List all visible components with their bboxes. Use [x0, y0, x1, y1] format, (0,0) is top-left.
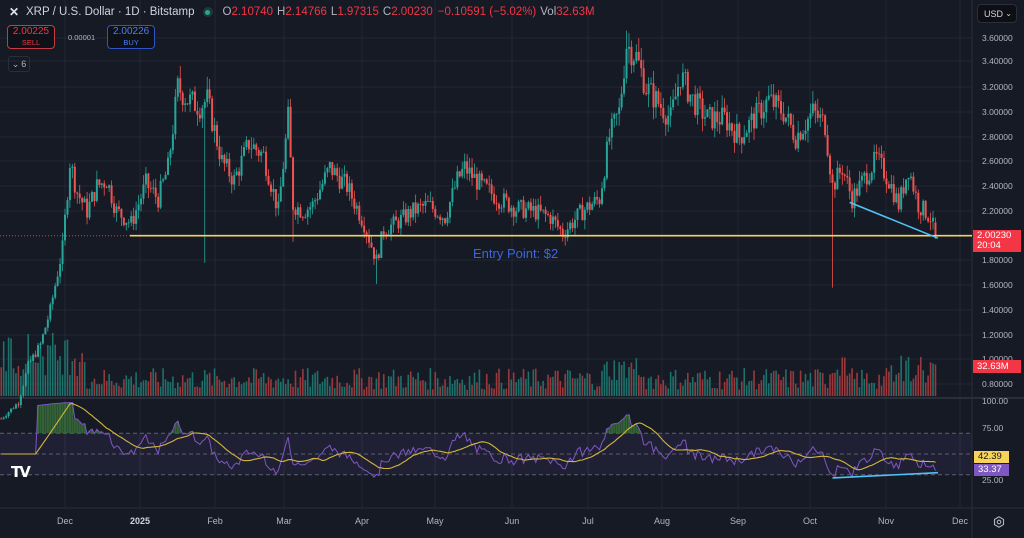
- rsi-axis-75: 75.00: [982, 423, 1004, 433]
- volume-tag: 32.63M: [973, 360, 1021, 373]
- market-status-icon: [202, 7, 213, 17]
- time-axis-label: Apr: [354, 516, 370, 526]
- rsi-axis-25: 25.00: [982, 475, 1004, 485]
- sell-button[interactable]: 2.00225 SELL: [7, 25, 55, 49]
- sell-price: 2.00225: [12, 25, 50, 37]
- tradingview-logo[interactable]: TV: [11, 463, 31, 481]
- price-axis-label: 1.20000: [982, 330, 1013, 340]
- price-axis-label: 2.80000: [982, 132, 1013, 142]
- close-value: 2.00230: [391, 6, 433, 18]
- high-label: H: [277, 6, 286, 18]
- price-axis-label: 3.60000: [982, 33, 1013, 43]
- settings-gear-icon[interactable]: [993, 516, 1005, 528]
- chevron-down-icon: ⌄: [11, 58, 20, 69]
- rsi-trendline[interactable]: [832, 471, 938, 479]
- entry-point-annotation[interactable]: Entry Point: $2: [473, 246, 559, 261]
- price-axis-label: 1.60000: [982, 280, 1013, 290]
- low-value: 1.97315: [337, 6, 379, 18]
- last-price-tag: 2.00230 20:04: [973, 230, 1021, 252]
- open-value: 2.10740: [231, 6, 274, 18]
- close-label: C: [382, 6, 392, 18]
- low-label: L: [330, 6, 338, 18]
- price-axis-label: 2.40000: [982, 181, 1013, 191]
- last-price: 2.00230: [977, 230, 1012, 241]
- price-axis-label: 2.20000: [982, 206, 1013, 216]
- volume-bars: [0, 332, 937, 396]
- time-axis-label: Dec: [56, 516, 74, 526]
- candlesticks: [0, 30, 937, 420]
- buy-label: BUY: [123, 37, 139, 47]
- indicators-toggle-button[interactable]: ⌄ 6: [8, 56, 30, 72]
- trade-panel: 2.00225 SELL 0.00001 2.00226 BUY: [7, 25, 156, 49]
- time-axis-label: Aug: [653, 516, 671, 526]
- time-axis-label: Jun: [504, 516, 520, 526]
- currency-value: USD: [984, 8, 1004, 19]
- x-close-icon[interactable]: ✕: [9, 5, 20, 19]
- rsi-tag: 33.37: [974, 464, 1009, 476]
- time-axis-label: Jul: [582, 516, 594, 526]
- open-label: O: [222, 6, 232, 18]
- time-axis-label: Mar: [276, 516, 292, 526]
- buy-price: 2.00226: [113, 25, 150, 37]
- volume-label: Vol: [540, 6, 557, 18]
- price-axis-label: 1.00000: [982, 354, 1013, 364]
- high-value: 2.14766: [285, 6, 327, 18]
- buy-button[interactable]: 2.00226 BUY: [107, 25, 156, 49]
- price-axis-label: 1.80000: [982, 255, 1013, 265]
- volume-value: 32.63M: [556, 6, 595, 18]
- indicator-count: 6: [21, 59, 27, 69]
- price-axis-label: 2.60000: [982, 156, 1013, 166]
- price-axis-label: 1.40000: [982, 305, 1013, 315]
- spread-value: 0.00001: [68, 32, 96, 42]
- price-axis-label: 3.00000: [982, 107, 1013, 117]
- sell-label: SELL: [21, 37, 41, 47]
- time-axis-label: Oct: [802, 516, 818, 526]
- price-trendline[interactable]: [849, 201, 939, 239]
- time-axis-label: Nov: [877, 516, 895, 526]
- rsi-axis-100: 100.00: [982, 396, 1008, 406]
- symbol-legend: ✕ XRP / U.S. Dollar · 1D · Bitstamp O 2.1…: [9, 6, 595, 18]
- chevron-down-icon: ⌄: [1005, 9, 1012, 18]
- symbol-title[interactable]: XRP / U.S. Dollar · 1D · Bitstamp: [26, 6, 195, 18]
- price-axis-label: 3.20000: [982, 82, 1013, 92]
- time-axis-label: Sep: [729, 516, 747, 526]
- currency-select[interactable]: USD ⌄: [977, 4, 1017, 23]
- time-axis-label: May: [426, 516, 444, 526]
- rsi-line: [1, 402, 936, 479]
- rsi-pane: [0, 402, 972, 479]
- rsi-ma-line: [1, 403, 936, 471]
- time-axis-label: 2025: [129, 516, 151, 526]
- change-value: −0.10591 (−5.02%): [437, 6, 537, 18]
- time-axis-label: Dec: [951, 516, 969, 526]
- bar-countdown: 20:04: [977, 240, 1001, 251]
- price-axis-label: 0.80000: [982, 379, 1013, 389]
- price-axis-label: 3.40000: [982, 56, 1013, 66]
- rsi-ma-tag: 42.39: [974, 451, 1009, 463]
- time-axis-label: Feb: [207, 516, 223, 526]
